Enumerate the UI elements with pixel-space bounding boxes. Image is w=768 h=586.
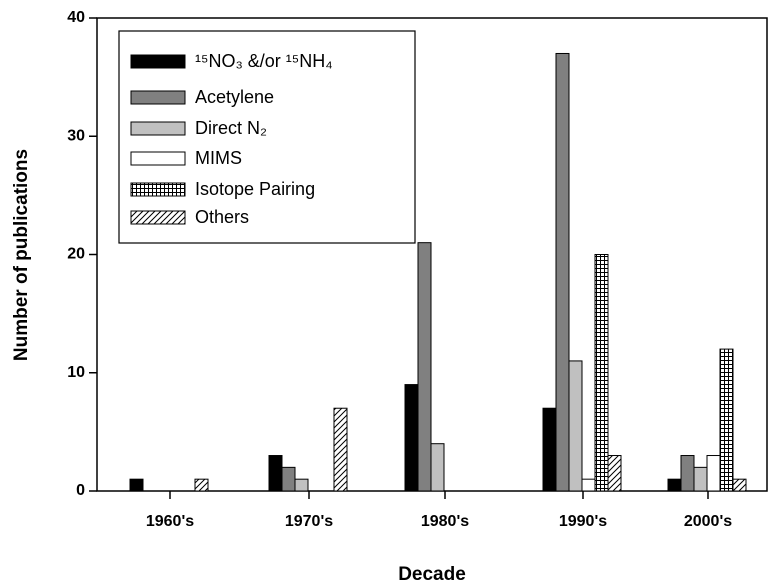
bar — [294, 478, 309, 492]
x-tick-label: 1970's — [285, 513, 333, 530]
y-tick-label: 40 — [67, 9, 85, 26]
bar — [594, 254, 609, 492]
bar — [194, 478, 209, 492]
x-tick-label: 1980's — [421, 513, 469, 530]
y-tick-label: 20 — [67, 246, 85, 263]
bar — [732, 478, 747, 492]
bar — [417, 242, 432, 492]
legend-swatch — [130, 90, 186, 105]
bar — [680, 455, 695, 492]
legend-label: Acetylene — [195, 87, 274, 107]
bar — [693, 466, 708, 492]
bar — [581, 478, 596, 492]
bar — [607, 455, 622, 492]
legend-swatch — [130, 151, 186, 166]
y-tick-label: 30 — [67, 127, 85, 144]
y-tick-label: 0 — [76, 482, 85, 499]
legend-swatch — [130, 210, 186, 225]
x-tick-label: 1960's — [146, 513, 194, 530]
y-tick-label: 10 — [67, 364, 85, 381]
legend-swatch — [130, 182, 186, 197]
legend-swatch — [130, 54, 186, 69]
bar — [430, 443, 445, 492]
bar — [706, 455, 721, 492]
legend-label: Others — [195, 207, 249, 227]
bar — [568, 360, 583, 492]
x-tick-label: 2000's — [684, 513, 732, 530]
legend-swatch — [130, 121, 186, 136]
legend-label: MIMS — [195, 148, 242, 168]
bar — [333, 407, 348, 492]
bar — [404, 384, 419, 492]
bar — [129, 478, 144, 492]
x-tick-label: 1990's — [559, 513, 607, 530]
bar — [555, 52, 570, 492]
bar — [719, 348, 734, 492]
y-axis-title: Number of publications — [11, 149, 32, 361]
legend-label: Direct N₂ — [195, 118, 267, 138]
legend-label: ¹⁵NO₃ &/or ¹⁵NH₄ — [195, 51, 333, 71]
bar — [281, 466, 296, 492]
x-axis-title: Decade — [398, 564, 466, 585]
legend-label: Isotope Pairing — [195, 179, 315, 199]
legend: ¹⁵NO₃ &/or ¹⁵NH₄ Acetylene Direct N₂ MIMS Is… — [118, 30, 416, 244]
bar — [542, 407, 557, 492]
bar — [667, 478, 682, 492]
bar — [268, 455, 283, 492]
